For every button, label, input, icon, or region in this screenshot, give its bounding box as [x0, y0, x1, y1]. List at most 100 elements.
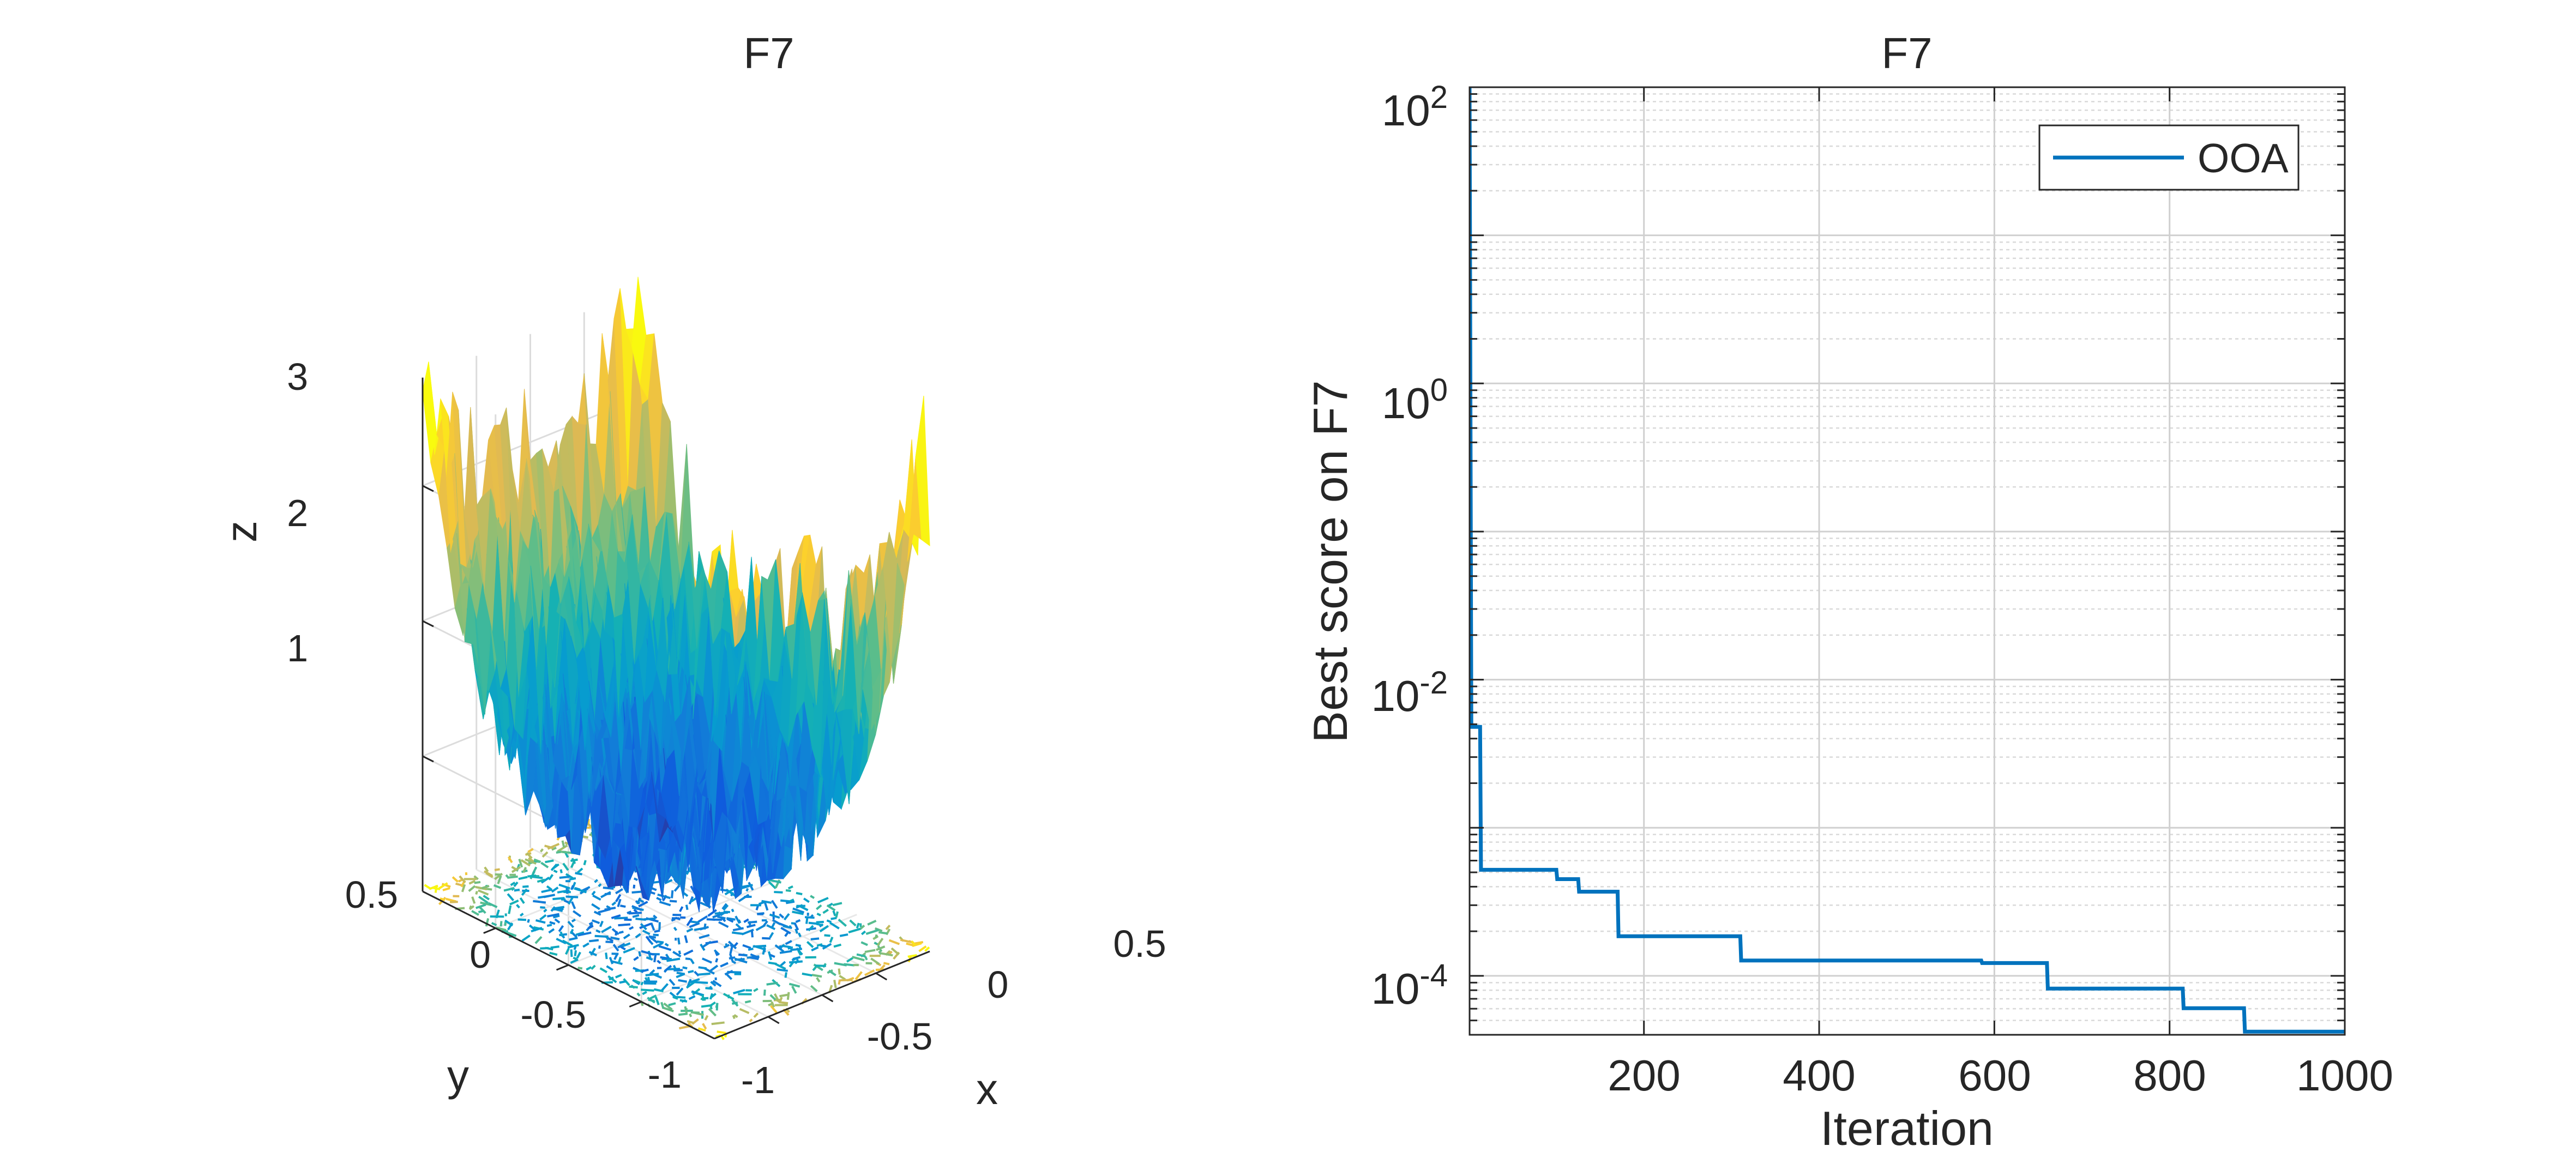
convergence-plot: F7 102 100 10-2 10-4 200 400 600 800 100…: [1303, 29, 2393, 1155]
contour-segment: [484, 866, 489, 872]
contour-segment: [504, 931, 517, 937]
contour-segment: [468, 905, 475, 910]
right-title: F7: [1881, 29, 1932, 77]
contour-segment: [659, 901, 671, 907]
contour-segment: [806, 940, 814, 948]
contour-segment: [607, 975, 617, 984]
contour-segment: [686, 927, 694, 933]
contour-segment: [738, 894, 749, 902]
contour-segment: [546, 924, 552, 927]
contour-segment: [697, 1027, 706, 1032]
contour-segment: [510, 881, 516, 886]
contour-segment: [543, 894, 556, 898]
x-tick-0.5: 0.5: [1113, 922, 1166, 965]
contour-segment: [620, 942, 631, 948]
contour-segment: [729, 945, 733, 954]
contour-segment: [611, 960, 623, 965]
contour-segment: [704, 1015, 709, 1021]
contour-segment: [672, 964, 678, 972]
contour-segment: [601, 925, 612, 933]
contour-segment: [533, 858, 541, 863]
contour-segment: [761, 900, 772, 904]
contour-segment: [816, 943, 823, 947]
contour-segment: [763, 902, 769, 911]
contour-segment: [826, 919, 832, 924]
contour-segment: [860, 930, 866, 936]
contour-segment: [700, 926, 709, 931]
contour-segment: [508, 905, 512, 914]
contour-segment: [461, 884, 466, 892]
contour-segment: [658, 945, 672, 951]
contour-segment: [575, 931, 585, 936]
svg-text:10-2: 10-2: [1371, 665, 1448, 720]
contour-segment: [474, 881, 481, 884]
contour-segment: [507, 922, 514, 931]
contour-segment: [856, 953, 866, 958]
contour-segment: [643, 917, 656, 921]
contour-segment: [567, 944, 579, 949]
contour-segment: [569, 877, 576, 881]
contour-segment: [649, 941, 654, 945]
contour-segment: [702, 1023, 707, 1030]
contour-segment: [772, 919, 781, 925]
contour-segment: [859, 924, 865, 930]
contour-segment: [540, 906, 545, 909]
contour-segment: [657, 893, 671, 900]
contour-segment: [543, 908, 547, 913]
contour-segment: [742, 953, 748, 957]
contour-segment: [679, 999, 688, 1003]
contour-segment: [558, 925, 564, 932]
contour-segment: [883, 962, 890, 966]
contour-segment: [656, 896, 662, 901]
contour-segment: [494, 872, 503, 881]
contour-segment: [710, 993, 717, 999]
contour-segment: [819, 925, 829, 933]
contour-segment: [673, 926, 677, 931]
axis-ticks: [1470, 86, 2346, 1036]
contour-segment: [777, 968, 788, 972]
y-tick-label-0.01: 10-2: [1371, 665, 1448, 720]
contour-segment: [839, 933, 848, 937]
contour-segment: [572, 910, 582, 918]
contour-segment: [660, 983, 669, 992]
y-tick-label-1: 100: [1382, 372, 1448, 427]
contour-segment: [688, 978, 700, 984]
x-tick-0: 0: [988, 963, 1009, 1006]
contour-segment: [491, 922, 497, 926]
contour-segment: [750, 930, 754, 938]
surface-plot: F7 1 2 3 z 0.5 0 -0.5 -1 y -1 -0.5 0 0.5…: [217, 29, 1166, 1113]
contour-segment: [911, 940, 916, 946]
contour-segment: [745, 888, 749, 892]
contour-segment: [733, 1014, 738, 1018]
contour-segment: [478, 905, 486, 914]
contour-segment: [664, 943, 669, 947]
contour-segment: [739, 1008, 750, 1015]
contour-segment: [606, 905, 611, 909]
contour-segment: [709, 1006, 713, 1010]
contour-segment: [522, 885, 529, 888]
contour-segment: [459, 875, 466, 884]
contour-segment: [735, 915, 741, 924]
contour-segment: [748, 948, 754, 951]
contour-segment: [698, 972, 711, 976]
contour-segment: [570, 958, 579, 964]
plot-area: [1470, 87, 2345, 1035]
contour-segment: [709, 986, 713, 990]
contour-segment: [688, 995, 696, 1000]
svg-text:100: 100: [1382, 372, 1448, 427]
contour-segment: [779, 913, 785, 919]
contour-segment: [517, 918, 527, 921]
contour-segment: [860, 941, 868, 946]
contour-segment: [694, 970, 700, 977]
y-tick-label-100: 102: [1382, 80, 1448, 135]
contour-segment: [677, 937, 681, 945]
contour-segment: [793, 922, 799, 931]
contour-segment: [618, 930, 624, 934]
contour-segment: [475, 885, 487, 891]
contour-segment: [701, 957, 712, 964]
contour-segment: [649, 969, 655, 975]
contour-segment: [833, 980, 837, 988]
contour-segment: [682, 966, 688, 970]
contour-segment: [663, 1002, 673, 1011]
z-tick-2: 2: [287, 492, 308, 534]
